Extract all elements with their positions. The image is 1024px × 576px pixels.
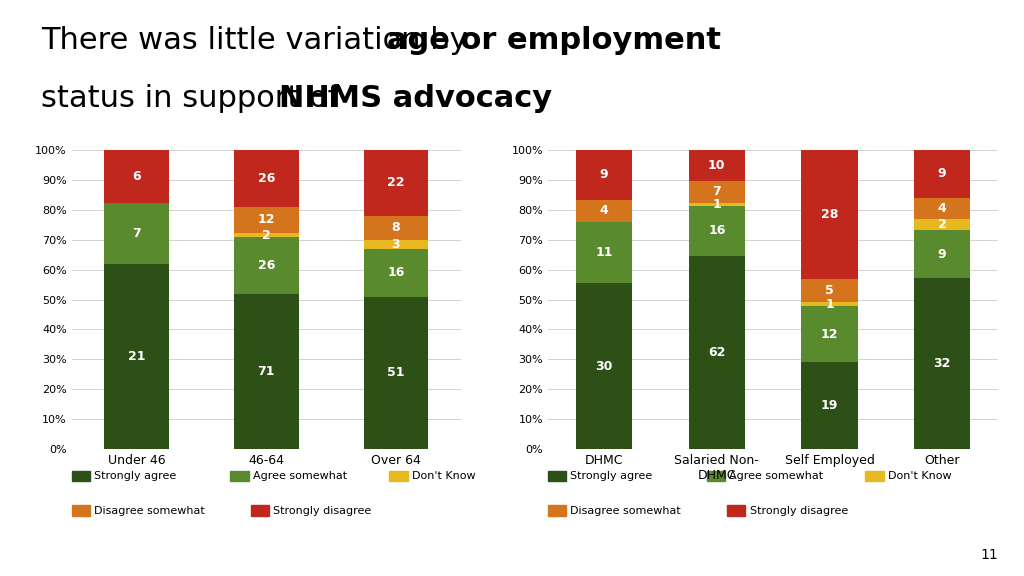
- Bar: [802, 362, 858, 449]
- Bar: [689, 150, 745, 181]
- FancyBboxPatch shape: [548, 471, 566, 481]
- Text: Strongly agree: Strongly agree: [94, 471, 176, 482]
- FancyBboxPatch shape: [72, 471, 90, 481]
- Bar: [914, 198, 971, 219]
- Text: Agree somewhat: Agree somewhat: [729, 471, 823, 482]
- Bar: [364, 215, 428, 240]
- Text: Don't Know: Don't Know: [888, 471, 951, 482]
- Bar: [104, 203, 169, 264]
- Bar: [689, 203, 745, 206]
- Bar: [802, 150, 858, 279]
- Bar: [914, 278, 971, 449]
- Bar: [233, 294, 299, 449]
- Text: 21: 21: [128, 350, 145, 363]
- Bar: [364, 240, 428, 249]
- Bar: [104, 264, 169, 449]
- Bar: [914, 230, 971, 278]
- Text: NHMS advocacy: NHMS advocacy: [279, 84, 552, 112]
- FancyBboxPatch shape: [548, 505, 566, 516]
- Text: 7: 7: [132, 227, 141, 240]
- Bar: [233, 233, 299, 237]
- Text: 7: 7: [713, 185, 721, 198]
- Text: 9: 9: [938, 168, 946, 180]
- Text: Strongly disagree: Strongly disagree: [273, 506, 372, 516]
- Bar: [364, 150, 428, 215]
- Text: 10: 10: [708, 159, 726, 172]
- Text: 26: 26: [258, 259, 274, 272]
- Text: 19: 19: [821, 399, 838, 412]
- Text: There was little variation by: There was little variation by: [41, 26, 477, 55]
- Text: 9: 9: [938, 248, 946, 260]
- Text: 6: 6: [132, 170, 141, 183]
- Bar: [689, 206, 745, 256]
- FancyBboxPatch shape: [865, 471, 884, 481]
- Text: Disagree somewhat: Disagree somewhat: [94, 506, 205, 516]
- Text: Don't Know: Don't Know: [412, 471, 475, 482]
- Bar: [233, 150, 299, 207]
- Text: 9: 9: [600, 168, 608, 181]
- Text: 28: 28: [821, 208, 838, 221]
- FancyBboxPatch shape: [389, 471, 408, 481]
- Text: 16: 16: [387, 266, 404, 279]
- Bar: [802, 306, 858, 362]
- Text: 1: 1: [713, 198, 721, 211]
- Text: 4: 4: [938, 202, 946, 215]
- Bar: [104, 150, 169, 203]
- Text: 22: 22: [387, 176, 404, 189]
- Text: 12: 12: [257, 213, 275, 226]
- Bar: [233, 237, 299, 294]
- Text: status in support of: status in support of: [41, 84, 348, 112]
- Bar: [233, 207, 299, 233]
- Text: 1: 1: [825, 298, 834, 310]
- Text: 12: 12: [820, 328, 839, 340]
- Text: Agree somewhat: Agree somewhat: [253, 471, 347, 482]
- Bar: [577, 222, 633, 283]
- Text: 5: 5: [825, 284, 834, 297]
- Text: 16: 16: [709, 225, 725, 237]
- Text: 2: 2: [262, 229, 270, 241]
- Text: Strongly agree: Strongly agree: [570, 471, 652, 482]
- Text: Strongly disagree: Strongly disagree: [750, 506, 848, 516]
- Text: 32: 32: [934, 357, 950, 370]
- Bar: [577, 283, 633, 449]
- Text: 4: 4: [600, 204, 608, 217]
- Text: 11: 11: [595, 246, 613, 259]
- Bar: [914, 219, 971, 230]
- Text: 71: 71: [257, 365, 275, 378]
- FancyBboxPatch shape: [727, 505, 745, 516]
- Bar: [689, 181, 745, 203]
- Text: 62: 62: [709, 346, 725, 359]
- Text: 3: 3: [391, 238, 400, 251]
- FancyBboxPatch shape: [707, 471, 725, 481]
- Bar: [802, 279, 858, 302]
- Bar: [914, 150, 971, 198]
- Text: 8: 8: [391, 221, 400, 234]
- Text: age or employment: age or employment: [387, 26, 721, 55]
- Bar: [364, 297, 428, 449]
- Text: Disagree somewhat: Disagree somewhat: [570, 506, 681, 516]
- Text: 30: 30: [596, 359, 612, 373]
- Bar: [689, 256, 745, 449]
- FancyBboxPatch shape: [72, 505, 90, 516]
- Text: 26: 26: [258, 172, 274, 185]
- Bar: [577, 150, 633, 200]
- Bar: [577, 200, 633, 222]
- Bar: [802, 302, 858, 306]
- FancyBboxPatch shape: [251, 505, 269, 516]
- Text: 2: 2: [938, 218, 946, 231]
- Text: 51: 51: [387, 366, 404, 380]
- Bar: [364, 249, 428, 297]
- FancyBboxPatch shape: [230, 471, 249, 481]
- Text: 11: 11: [981, 548, 998, 562]
